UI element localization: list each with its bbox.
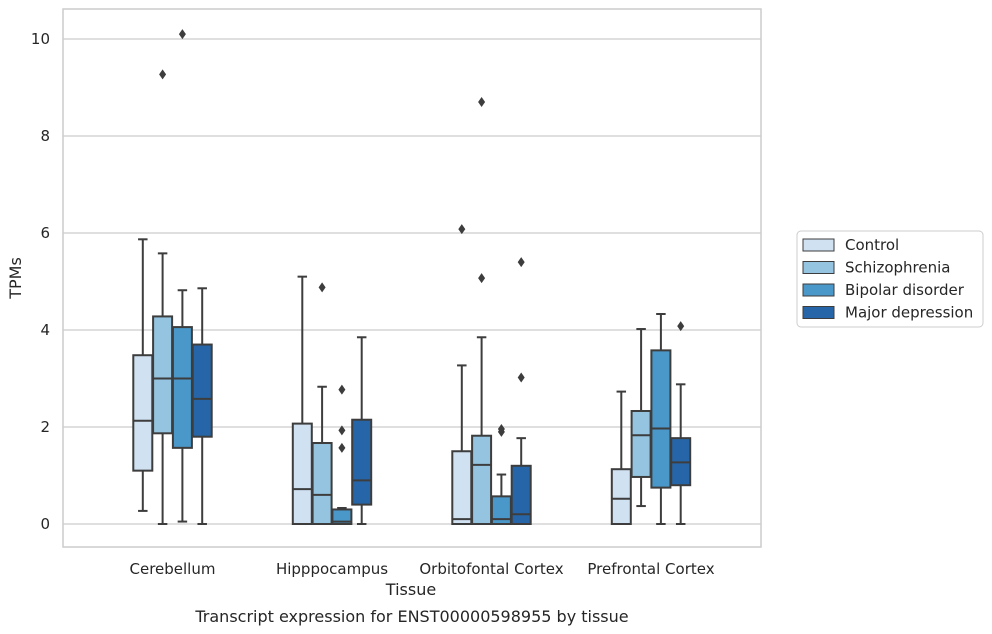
legend-item: Schizophrenia [802,259,950,277]
box-plot [610,390,632,526]
box-plot [670,321,692,525]
box-iqr [471,434,493,526]
box-plot [152,69,174,525]
legend-swatch [802,283,835,297]
y-tick-label: 2 [40,418,50,436]
box-iqr [510,464,532,525]
y-axis-title: TPMs [6,257,25,300]
outlier-point [338,425,346,436]
legend-swatch [802,261,835,274]
outlier-point [517,257,525,268]
outlier-point [159,69,167,80]
box-iqr [451,450,473,525]
outlier-point [478,273,486,284]
legend-frame [796,230,984,328]
box-plot [471,97,493,526]
box-plot [490,423,512,526]
legend-swatch [802,238,835,252]
outlier-point [318,282,326,293]
box-plot [132,238,154,512]
outlier-point [338,384,346,395]
legend: Control Schizophrenia Bipolar disorder Majo… [796,230,984,328]
box-plot [331,384,353,526]
box-iqr [650,349,672,489]
x-tick-label: Hipppocampus [276,560,388,578]
y-tick-label: 6 [40,224,50,242]
box-iqr [610,468,632,526]
y-tick-labels: 0 2 4 6 8 10 [31,30,50,533]
legend-swatch [802,306,835,319]
y-tick-label: 0 [40,515,50,533]
box-iqr [311,442,333,526]
outlier-point [517,372,525,383]
box-plot [171,29,193,523]
box-plot [510,257,532,525]
box-plot [191,287,213,525]
series-bipolar-disorder [171,29,672,526]
x-axis-title: Tissue [385,580,436,599]
series-schizophrenia [152,69,652,526]
box-plot [451,224,473,525]
x-tick-label: Cerebellum [130,560,216,578]
outlier-point [178,29,186,40]
box-plot [291,275,313,526]
outlier-point [458,224,466,235]
outlier-point [497,423,505,434]
box-iqr [132,354,154,472]
series-major-depression [191,257,692,525]
outlier-point [677,321,685,332]
legend-item: Bipolar disorder [802,281,965,299]
box-iqr [291,422,313,526]
box-plot [630,328,652,508]
plot-frame [62,8,762,548]
series-control [132,224,632,526]
box-plot [650,312,672,525]
y-tick-label: 4 [40,321,50,339]
y-tick-label: 10 [31,30,50,48]
legend-item: Major depression [802,304,973,322]
legend-label: Control [845,236,899,254]
outlier-point [338,442,346,453]
chart-caption: Transcript expression for ENST0000059895… [194,607,628,626]
legend-label: Major depression [845,304,973,322]
legend-label: Schizophrenia [845,259,950,277]
box-plot [351,336,373,525]
box-iqr [630,409,652,478]
box-iqr [171,326,193,449]
box-iqr [152,315,174,435]
legend-item: Control [802,236,899,254]
box-plot [311,282,333,526]
box-iqr [191,343,213,438]
box-iqr [331,508,353,526]
box-iqr [351,418,373,506]
x-tick-label: Prefrontal Cortex [587,560,714,578]
legend-label: Bipolar disorder [845,281,965,299]
y-tick-label: 8 [40,127,50,145]
x-tick-label: Orbitofontal Cortex [419,560,563,578]
x-tick-labels: Cerebellum Hipppocampus Orbitofontal Corte… [130,560,715,578]
outlier-point [478,97,486,108]
box-groups [132,29,692,526]
